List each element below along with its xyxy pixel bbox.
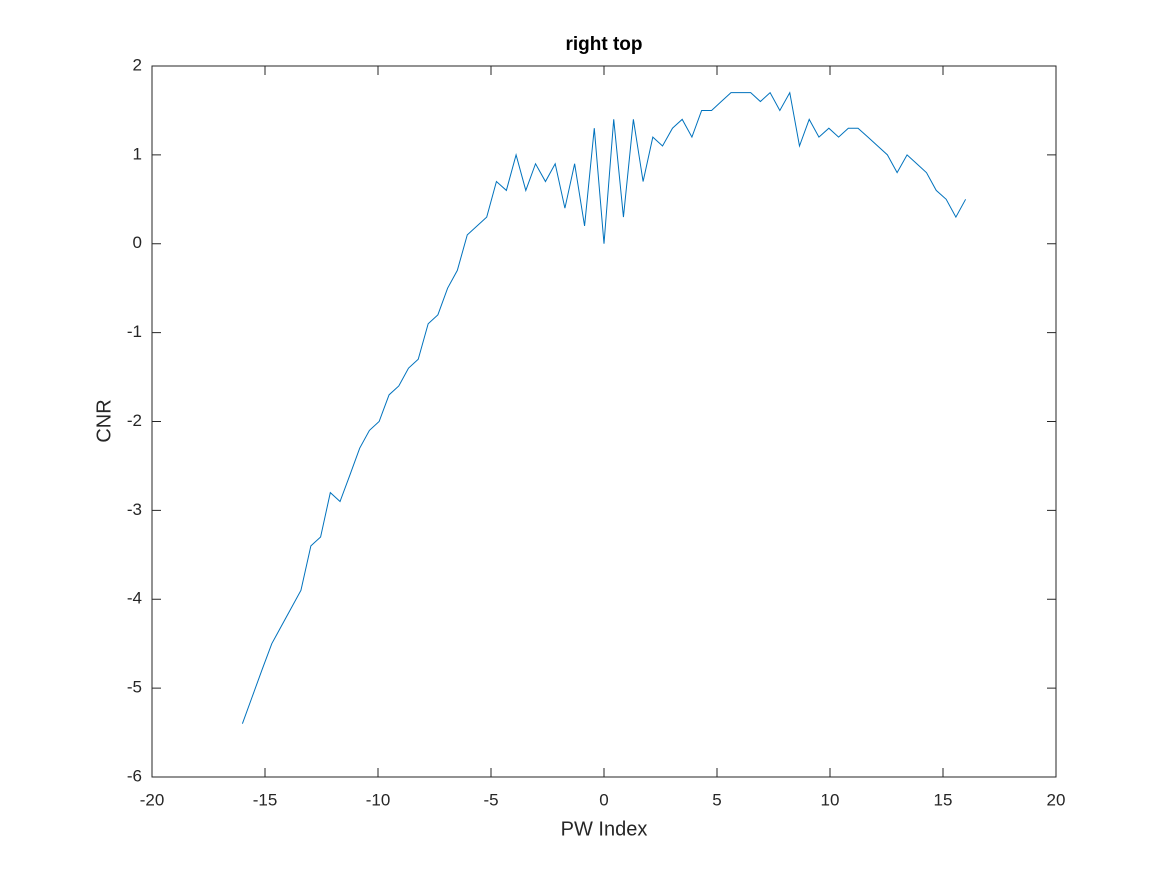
x-tick-label: -20 [140,790,165,809]
y-tick-label: -6 [127,766,142,785]
x-axis-label: PW Index [561,818,648,840]
x-tick-label: -15 [253,790,278,809]
y-tick-label: -4 [127,589,142,608]
data-line [241,91,967,724]
plot-area [151,65,1057,778]
y-tick-label: -1 [127,322,142,341]
x-tick-label: 20 [1047,790,1066,809]
y-tick-label: 2 [133,55,142,74]
x-tick-label: 10 [821,790,840,809]
x-tick-label: 5 [712,790,721,809]
y-tick-label: -5 [127,678,142,697]
chart-title: right top [565,34,642,55]
x-tick-label: 0 [599,790,608,809]
x-tick-label: -5 [483,790,498,809]
x-tick-label: 15 [934,790,953,809]
y-tick-label: -2 [127,411,142,430]
x-tick-label: -10 [366,790,391,809]
y-tick-label: 0 [133,233,142,252]
y-tick-label: 1 [133,144,142,163]
y-axis-label: CNR [93,399,115,442]
y-tick-label: -3 [127,500,142,519]
